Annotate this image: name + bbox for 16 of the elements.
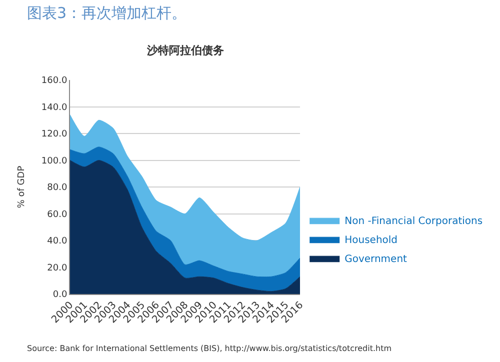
- chart-subtitle: 沙特阿拉伯债务: [146, 44, 224, 57]
- legend-label: Household: [344, 235, 398, 246]
- y-axis-title: % of GDP: [16, 165, 27, 208]
- legend-label: Government: [344, 254, 408, 265]
- y-tick-label: 20.0: [47, 263, 68, 274]
- legend-label: Non -Financial Corporations: [344, 216, 483, 227]
- y-tick-label: 120.0: [41, 130, 68, 140]
- y-tick-label: 0.0: [52, 290, 68, 300]
- y-tick-label: 160.0: [41, 76, 68, 86]
- chart-title: 图表3：再次增加杠杆。: [27, 4, 187, 22]
- y-tick-label: 140.0: [41, 102, 68, 113]
- y-tick-label: 100.0: [41, 156, 68, 166]
- source-note: Source: Bank for International Settlements (BIS), http://www.bis.org/statistics/totcredit.htm: [27, 344, 392, 353]
- y-tick-label: 40.0: [47, 236, 68, 247]
- y-tick-label: 80.0: [47, 183, 68, 194]
- y-tick-label: 60.0: [47, 210, 68, 220]
